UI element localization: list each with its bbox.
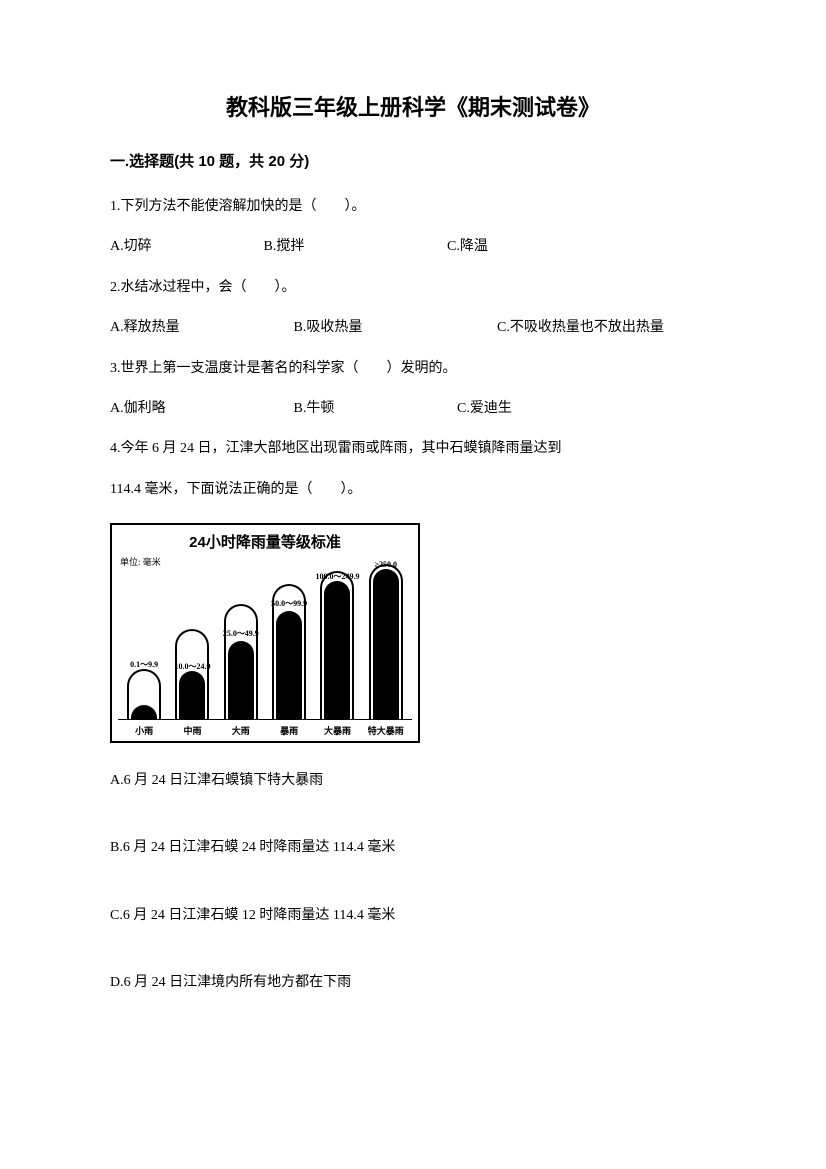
chart-bar-1: 10.0～24.9 — [172, 560, 212, 719]
rainfall-chart: 24小时降雨量等级标准 单位: 毫米 0.1～9.910.0～24.925.0～… — [110, 523, 420, 743]
chart-xlabel-4: 大暴雨 — [317, 724, 357, 737]
chart-bar-label-3: 50.0～99.9 — [271, 598, 307, 609]
q3-opt-a: A.伽利略 — [110, 391, 290, 427]
section-header-1: 一.选择题(共 10 题，共 20 分) — [110, 150, 716, 171]
q3-opt-c: C.爱迪生 — [457, 391, 512, 427]
chart-bar-0: 0.1～9.9 — [124, 560, 164, 719]
question-2-text: 2.水结冰过程中，会（ ）。 — [110, 270, 716, 306]
q4-opt-c: C.6 月 24 日江津石蟆 12 时降雨量达 114.4 毫米 — [110, 903, 716, 928]
q2-opt-b: B.吸收热量 — [294, 310, 494, 346]
page-title: 教科版三年级上册科学《期末测试卷》 — [110, 90, 716, 122]
chart-bar-label-0: 0.1～9.9 — [130, 659, 158, 670]
q2-opt-a: A.释放热量 — [110, 310, 290, 346]
question-1-text: 1.下列方法不能使溶解加快的是（ ）。 — [110, 189, 716, 225]
question-2-options: A.释放热量 B.吸收热量 C.不吸收热量也不放出热量 — [110, 310, 716, 346]
chart-bar-label-2: 25.0～49.9 — [223, 628, 259, 639]
q4-opt-b: B.6 月 24 日江津石蟆 24 时降雨量达 114.4 毫米 — [110, 835, 716, 860]
q2-opt-c: C.不吸收热量也不放出热量 — [497, 310, 664, 346]
chart-bar-label-5: ≥250.0 — [375, 560, 397, 569]
question-4-line2: 114.4 毫米，下面说法正确的是（ ）。 — [110, 472, 716, 508]
q1-opt-a: A.切碎 — [110, 229, 260, 265]
q3-opt-b: B.牛顿 — [294, 391, 454, 427]
chart-title: 24小时降雨量等级标准 — [118, 531, 412, 552]
chart-bar-label-1: 10.0～24.9 — [174, 661, 210, 672]
chart-xlabel-3: 暴雨 — [269, 724, 309, 737]
q4-opt-d: D.6 月 24 日江津境内所有地方都在下雨 — [110, 970, 716, 995]
chart-xlabel-5: 特大暴雨 — [366, 724, 406, 737]
q1-opt-c: C.降温 — [447, 229, 488, 265]
question-3-options: A.伽利略 B.牛顿 C.爱迪生 — [110, 391, 716, 427]
chart-area: 0.1～9.9 10.0～24.9 25.0～49.9 50.0～99.9 100.0～… — [118, 560, 412, 720]
q4-opt-a: A.6 月 24 日江津石蟆镇下特大暴雨 — [110, 768, 716, 793]
chart-bar-5: ≥250.0 — [366, 560, 406, 719]
chart-xlabel-2: 大雨 — [221, 724, 261, 737]
chart-xlabel-1: 中雨 — [172, 724, 212, 737]
chart-bar-label-4: 100.0～249.9 — [315, 571, 359, 582]
question-3-text: 3.世界上第一支温度计是著名的科学家（ ）发明的。 — [110, 351, 716, 387]
chart-xlabel-0: 小雨 — [124, 724, 164, 737]
chart-bar-4: 100.0～249.9 — [317, 560, 357, 719]
question-1-options: A.切碎 B.搅拌 C.降温 — [110, 229, 716, 265]
chart-bar-2: 25.0～49.9 — [221, 560, 261, 719]
chart-bar-3: 50.0～99.9 — [269, 560, 309, 719]
q1-opt-b: B.搅拌 — [264, 229, 444, 265]
question-4-line1: 4.今年 6 月 24 日，江津大部地区出现雷雨或阵雨，其中石蟆镇降雨量达到 — [110, 431, 716, 467]
